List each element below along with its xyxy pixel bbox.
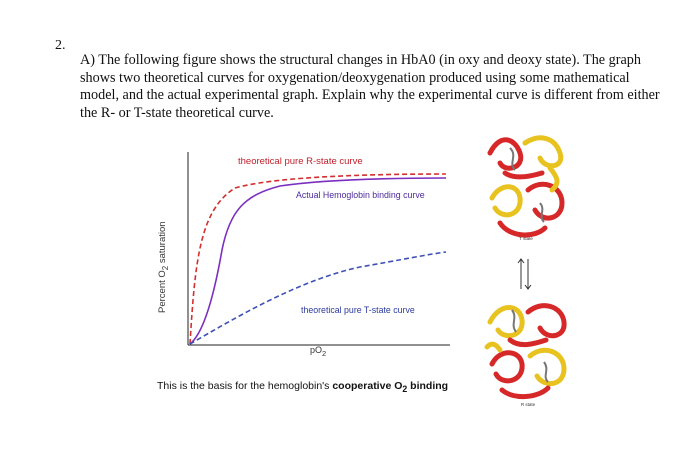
t-state-curve [189,251,447,345]
oxygen-binding-figure [150,140,470,410]
state-transition-arrows [517,258,532,290]
r-state-curve-label: theoretical pure R-state curve [238,156,363,167]
x-axis-label: pO2 [310,345,327,358]
r-state-hemoglobin-structure: R state [484,303,567,407]
t-state-label: T state [519,236,533,241]
question-part-label: A) [80,52,95,68]
actual-curve-label: Actual Hemoglobin binding curve [296,190,425,200]
question-body: The following figure shows the structura… [80,52,660,121]
binding-curves-plot [187,152,450,346]
r-state-label: R state [521,402,536,407]
question-number: 2. [55,38,66,53]
t-state-curve-label: theoretical pure T-state curve [301,305,415,315]
figure-caption: This is the basis for the hemoglobin's c… [157,380,449,395]
question-text: A) The following figure shows the struct… [80,52,660,122]
y-axis-label: Percent O2 saturation [157,221,170,313]
r-state-curve [189,173,447,345]
actual-binding-curve [189,177,447,345]
t-state-hemoglobin-structure: T state [487,135,565,241]
